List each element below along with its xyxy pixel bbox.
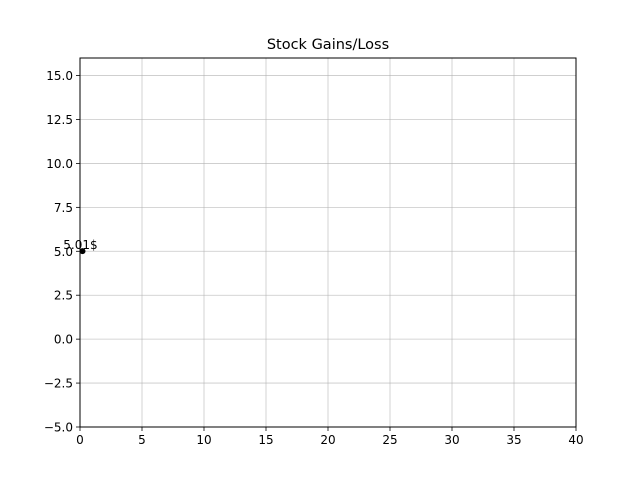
x-tick-label: 5 <box>138 433 146 447</box>
y-tick-label: 15.0 <box>46 69 73 83</box>
y-tick-label: −2.5 <box>44 377 73 391</box>
x-tick-label: 15 <box>258 433 273 447</box>
data-point <box>79 248 86 255</box>
y-tick-label: 7.5 <box>54 201 73 215</box>
x-tick-label: 20 <box>320 433 335 447</box>
y-tick-label: 5.0 <box>54 245 73 259</box>
chart-title: Stock Gains/Loss <box>267 37 389 53</box>
x-tick-label: 35 <box>506 433 521 447</box>
x-tick-label: 10 <box>196 433 211 447</box>
x-tick-label: 0 <box>76 433 84 447</box>
y-tick-label: 2.5 <box>54 289 73 303</box>
y-tick-label: 10.0 <box>46 157 73 171</box>
x-tick-label: 30 <box>444 433 459 447</box>
y-tick-label: −5.0 <box>44 421 73 435</box>
x-axis-ticks: 0 5 10 15 20 25 30 35 40 <box>76 427 584 447</box>
x-tick-label: 40 <box>568 433 583 447</box>
y-tick-label: 0.0 <box>54 333 73 347</box>
y-tick-label: 12.5 <box>46 113 73 127</box>
y-axis-ticks: −5.0 −2.5 0.0 2.5 5.0 7.5 10.0 12.5 15.0 <box>44 69 80 435</box>
x-tick-label: 25 <box>382 433 397 447</box>
